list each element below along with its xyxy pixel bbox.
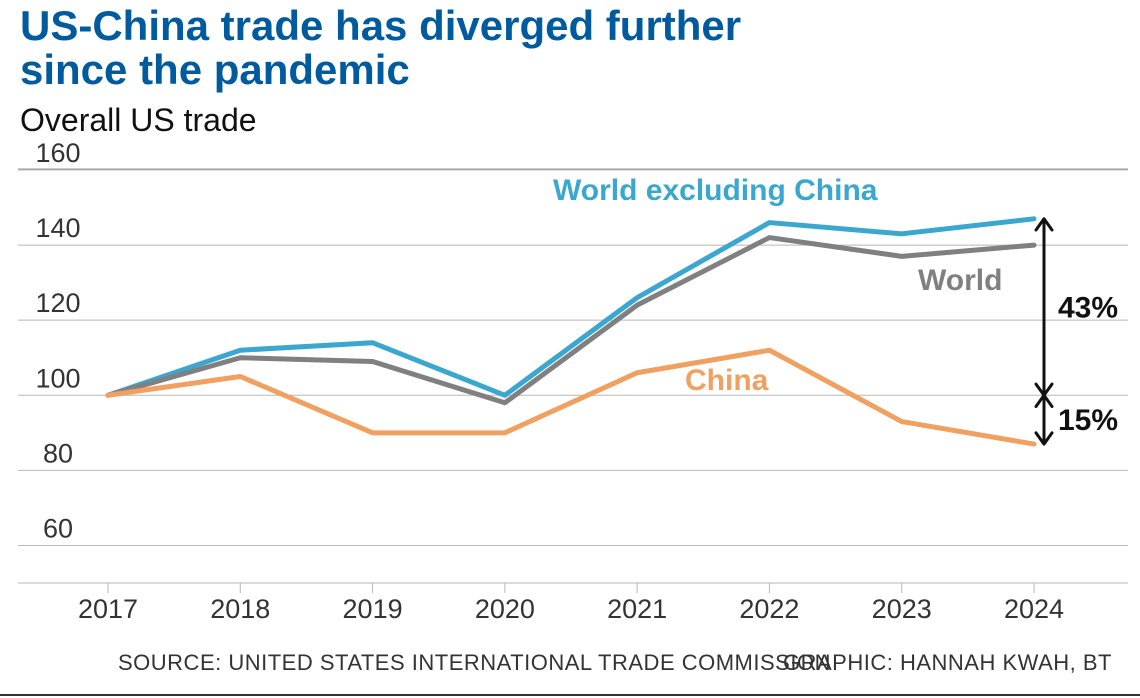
x-tick-label: 2019 (343, 594, 403, 624)
credit-label: GRAPHIC: HANNAH KWAH, BT (783, 650, 1112, 675)
chart-svg: 60 80 100 120 140 160 2017 2018 2019 2020 2021 2022… (0, 0, 1140, 698)
y-tick-label: 60 (43, 513, 73, 543)
y-tick-label: 140 (35, 213, 80, 243)
y-tick-label: 100 (35, 363, 80, 393)
chart-container: { "title": { "text": "US-China trade has… (0, 0, 1140, 698)
annotation-label: 43% (1058, 292, 1118, 325)
x-tick-label: 2021 (607, 594, 667, 624)
x-tick-label: 2022 (739, 594, 799, 624)
x-tick-label: 2017 (78, 594, 138, 624)
series-label: World (918, 264, 1002, 297)
y-tick-label: 160 (35, 138, 80, 168)
annotation-label: 15% (1058, 404, 1118, 437)
y-tick-label: 120 (35, 288, 80, 318)
series-label: China (685, 364, 769, 397)
x-tick-label: 2018 (210, 594, 270, 624)
source-label: SOURCE: UNITED STATES INTERNATIONAL TRAD… (118, 650, 831, 675)
series-line (108, 350, 1034, 444)
x-tick-label: 2024 (1004, 594, 1064, 624)
x-tick-label: 2023 (872, 594, 932, 624)
y-tick-label: 80 (43, 438, 73, 468)
x-tick-label: 2020 (475, 594, 535, 624)
series-label: World excluding China (553, 174, 878, 207)
